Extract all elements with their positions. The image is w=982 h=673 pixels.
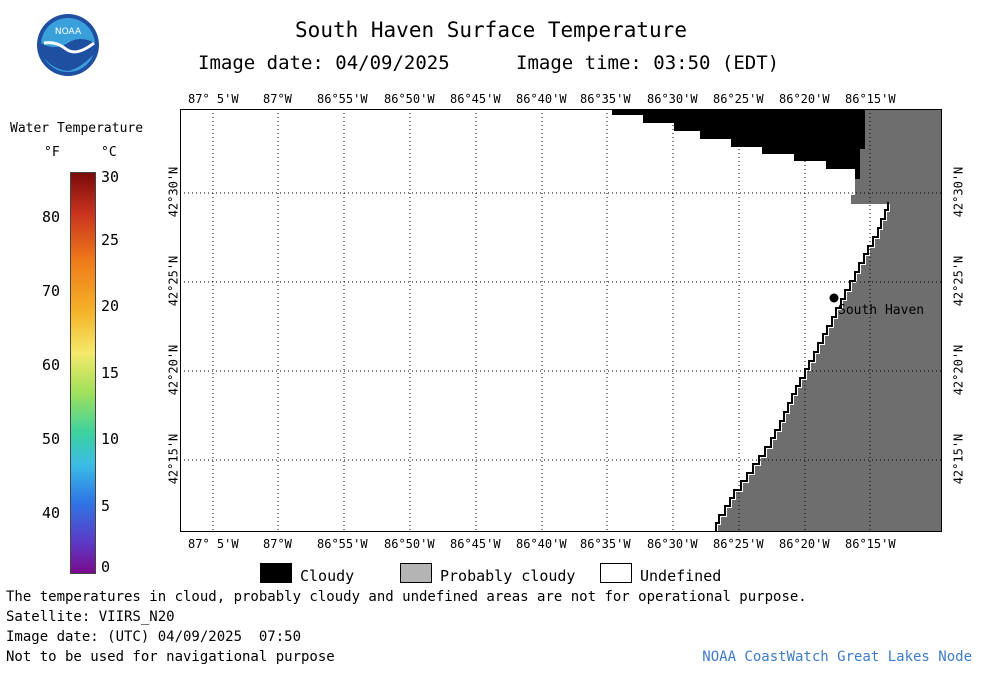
colorbar xyxy=(70,172,96,574)
lon-label: 86°15'W xyxy=(845,537,896,551)
lon-label: 86°45'W xyxy=(450,92,501,106)
lat-label: 42°25'N xyxy=(166,255,181,307)
image-date: Image date: 04/09/2025 xyxy=(198,52,450,74)
lon-label: 86°20'W xyxy=(779,537,830,551)
lon-label: 87°W xyxy=(263,92,292,106)
f-tick: 70 xyxy=(41,282,60,300)
disclaimer-text: The temperatures in cloud, probably clou… xyxy=(6,589,807,605)
lat-label: 42°15'N xyxy=(951,433,966,485)
f-tick: 40 xyxy=(41,504,60,522)
c-tick: 0 xyxy=(101,558,111,576)
lon-label: 86°35'W xyxy=(580,537,631,551)
shoreline xyxy=(715,202,889,532)
legend-cloudy-swatch xyxy=(260,563,292,583)
f-tick: 60 xyxy=(41,356,60,374)
legend-cloudy-label: Cloudy xyxy=(300,567,355,585)
unit-celsius: °C xyxy=(101,145,117,160)
c-tick: 15 xyxy=(101,364,120,382)
satellite-text: Satellite: VIIRS_N20 xyxy=(6,609,175,625)
utc-date-text: Image date: (UTC) 04/09/2025 07:50 xyxy=(6,629,302,645)
logo-text: NOAA xyxy=(55,27,82,37)
lat-label: 42°20'N xyxy=(166,344,181,396)
lon-label: 86°30'W xyxy=(647,92,698,106)
lon-label: 87°W xyxy=(263,537,292,551)
lon-label: 86°40'W xyxy=(516,537,567,551)
lat-label: 42°25'N xyxy=(951,255,966,307)
legend-probably-cloudy-swatch xyxy=(400,563,432,583)
lat-label: 42°20'N xyxy=(951,344,966,396)
legend-undefined-label: Undefined xyxy=(640,567,722,585)
cloud-area xyxy=(612,109,865,179)
lon-label: 86°25'W xyxy=(713,92,764,106)
lon-label: 87° 5'W xyxy=(188,537,239,551)
c-tick: 20 xyxy=(101,297,120,315)
lon-label: 86°15'W xyxy=(845,92,896,106)
lat-label: 42°30'N xyxy=(951,166,966,218)
graticule xyxy=(180,109,942,532)
lon-label: 86°30'W xyxy=(647,537,698,551)
nav-warning-text: Not to be used for navigational purpose xyxy=(6,649,335,665)
legend-probably-cloudy-label: Probably cloudy xyxy=(440,567,576,585)
lon-label: 86°50'W xyxy=(384,537,435,551)
lon-label: 86°35'W xyxy=(580,92,631,106)
c-tick: 25 xyxy=(101,231,120,249)
land-area xyxy=(718,109,942,532)
credit-link[interactable]: NOAA CoastWatch Great Lakes Node xyxy=(702,649,972,665)
image-time: Image time: 03:50 (EDT) xyxy=(516,52,780,74)
south-haven-marker xyxy=(829,293,839,303)
lon-label: 86°45'W xyxy=(450,537,501,551)
lon-label: 87° 5'W xyxy=(188,92,239,106)
lon-label: 86°25'W xyxy=(713,537,764,551)
f-tick: 50 xyxy=(41,430,60,448)
noaa-logo: NOAA xyxy=(36,13,100,77)
page-title: South Haven Surface Temperature xyxy=(295,18,687,42)
c-tick: 30 xyxy=(101,168,120,186)
f-tick: 80 xyxy=(41,208,60,226)
lat-label: 42°30'N xyxy=(166,166,181,218)
south-haven-label: South Haven xyxy=(838,303,925,318)
lon-label: 86°55'W xyxy=(317,92,368,106)
unit-fahrenheit: °F xyxy=(44,145,60,160)
lon-label: 86°55'W xyxy=(317,537,368,551)
legend-undefined-swatch xyxy=(600,563,632,583)
c-tick: 5 xyxy=(101,497,111,515)
lon-label: 86°20'W xyxy=(779,92,830,106)
colorbar-title: Water Temperature xyxy=(10,121,144,136)
lon-label: 86°50'W xyxy=(384,92,435,106)
lat-label: 42°15'N xyxy=(166,433,181,485)
lon-label: 86°40'W xyxy=(516,92,567,106)
c-tick: 10 xyxy=(101,430,120,448)
map-frame xyxy=(180,109,942,532)
